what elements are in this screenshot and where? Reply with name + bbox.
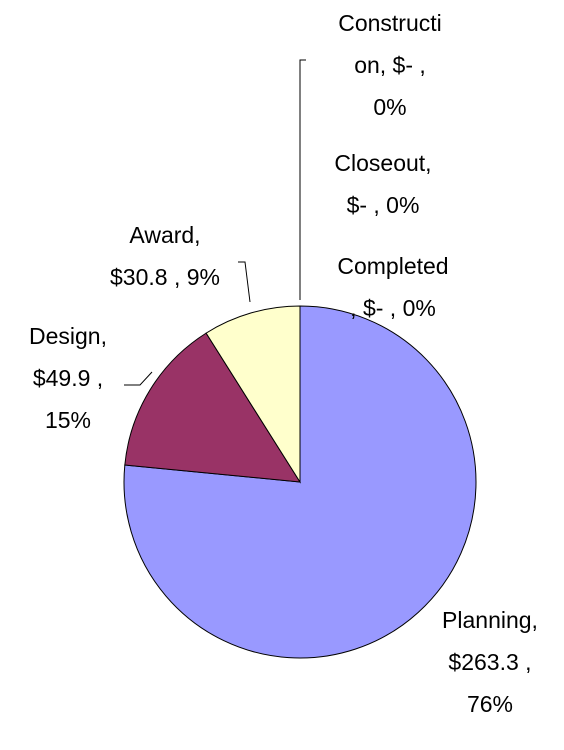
data-label: $49.9 , <box>33 365 103 391</box>
pie-slice <box>205 305 301 484</box>
data-label: 15% <box>45 407 91 433</box>
leader-line <box>299 59 306 300</box>
leader-lines <box>124 59 306 386</box>
data-label: $263.3 , <box>448 649 531 675</box>
data-label: Closeout, <box>334 150 431 176</box>
data-label: Design, <box>29 323 107 349</box>
data-label: 0% <box>373 94 406 120</box>
data-label: 76% <box>467 691 513 717</box>
pie-slice <box>124 332 301 483</box>
leader-line <box>124 371 153 386</box>
data-label: , $- , 0% <box>350 295 436 321</box>
data-label: $- , 0% <box>347 192 420 218</box>
data-label: Completed <box>337 253 448 279</box>
data-label: on, $- , <box>354 52 426 78</box>
data-label: Planning, <box>442 607 538 633</box>
data-label: $30.8 , 9% <box>110 264 220 290</box>
data-label: Award, <box>129 222 200 248</box>
data-label: Constructi <box>338 10 442 36</box>
leader-line <box>238 261 251 303</box>
